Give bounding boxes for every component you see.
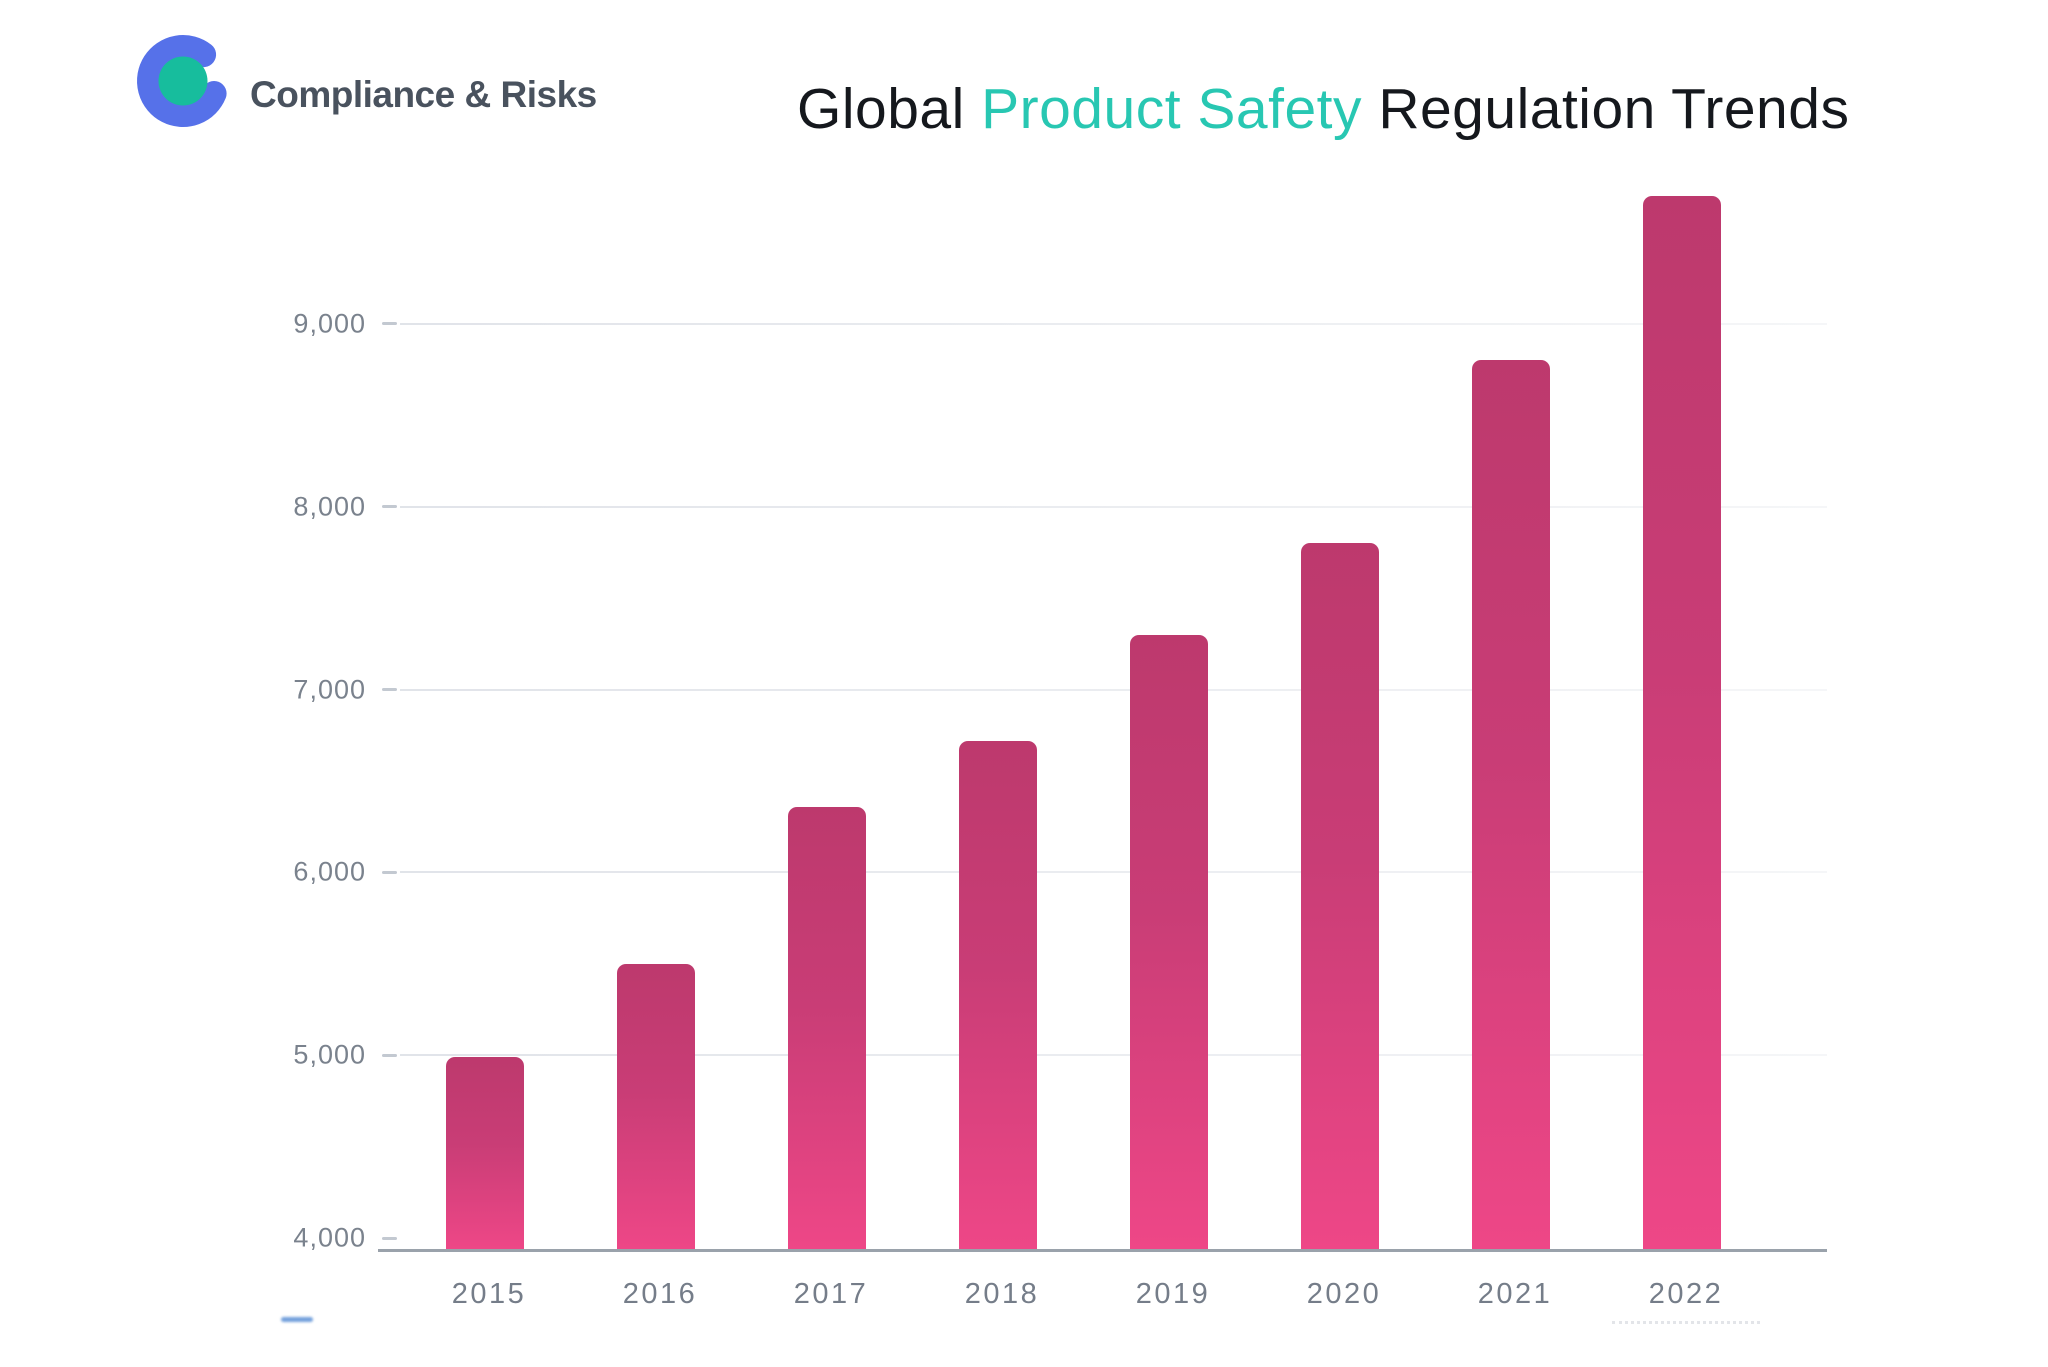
title-part-accent: Product Safety: [981, 77, 1362, 141]
bar-2015[interactable]: [446, 1057, 524, 1250]
bar-2016[interactable]: [617, 963, 695, 1250]
ytick-label-6000: 6,000: [293, 856, 366, 887]
title-part-3: Regulation Trends: [1361, 77, 1850, 141]
gridline-6000: [400, 871, 1827, 874]
blue-line-artifact: [281, 1317, 313, 1322]
title-part-1: Global: [797, 77, 982, 141]
xtick-label-2016: 2016: [622, 1278, 698, 1310]
ytick-label-4000: 4,000: [293, 1222, 366, 1253]
bar-2018[interactable]: [959, 740, 1037, 1250]
ytick-label-7000: 7,000: [293, 674, 366, 705]
gridline-8000: [400, 505, 1827, 508]
gridline-9000: [400, 322, 1827, 325]
x-axis-line: [378, 1249, 1827, 1252]
compliance-risks-logo-icon: [137, 35, 227, 127]
ytick-label-9000: 9,000: [293, 308, 366, 339]
xtick-label-2015: 2015: [451, 1278, 527, 1310]
ytick-label-8000: 8,000: [293, 491, 366, 522]
brand-name: Compliance & Risks: [250, 74, 597, 115]
bar-2021[interactable]: [1472, 360, 1550, 1250]
xtick-label-2020: 2020: [1306, 1278, 1382, 1310]
xtick-label-2017: 2017: [793, 1278, 869, 1310]
bar-2020[interactable]: [1301, 543, 1379, 1250]
ytick-dash-4000: [382, 1236, 397, 1240]
ytick-dash-8000: [382, 505, 397, 509]
ytick-dash-5000: [382, 1053, 397, 1057]
gridline-7000: [400, 688, 1827, 691]
bar-2019[interactable]: [1130, 634, 1208, 1250]
xtick-label-2021: 2021: [1477, 1278, 1553, 1310]
bar-2017[interactable]: [788, 806, 866, 1250]
xtick-label-2019: 2019: [1135, 1278, 1211, 1310]
xtick-label-2018: 2018: [964, 1278, 1040, 1310]
bar-2022[interactable]: [1643, 195, 1721, 1250]
chart-title: Global Product Safety Regulation Trends: [797, 76, 1849, 142]
ytick-label-5000: 5,000: [293, 1039, 366, 1070]
ytick-dash-7000: [382, 688, 397, 692]
gridline-5000: [400, 1054, 1827, 1057]
xtick-label-2022: 2022: [1648, 1278, 1724, 1310]
ytick-dash-9000: [382, 322, 397, 326]
ytick-dash-6000: [382, 870, 397, 874]
dotted-underline-artifact: [1612, 1321, 1760, 1324]
